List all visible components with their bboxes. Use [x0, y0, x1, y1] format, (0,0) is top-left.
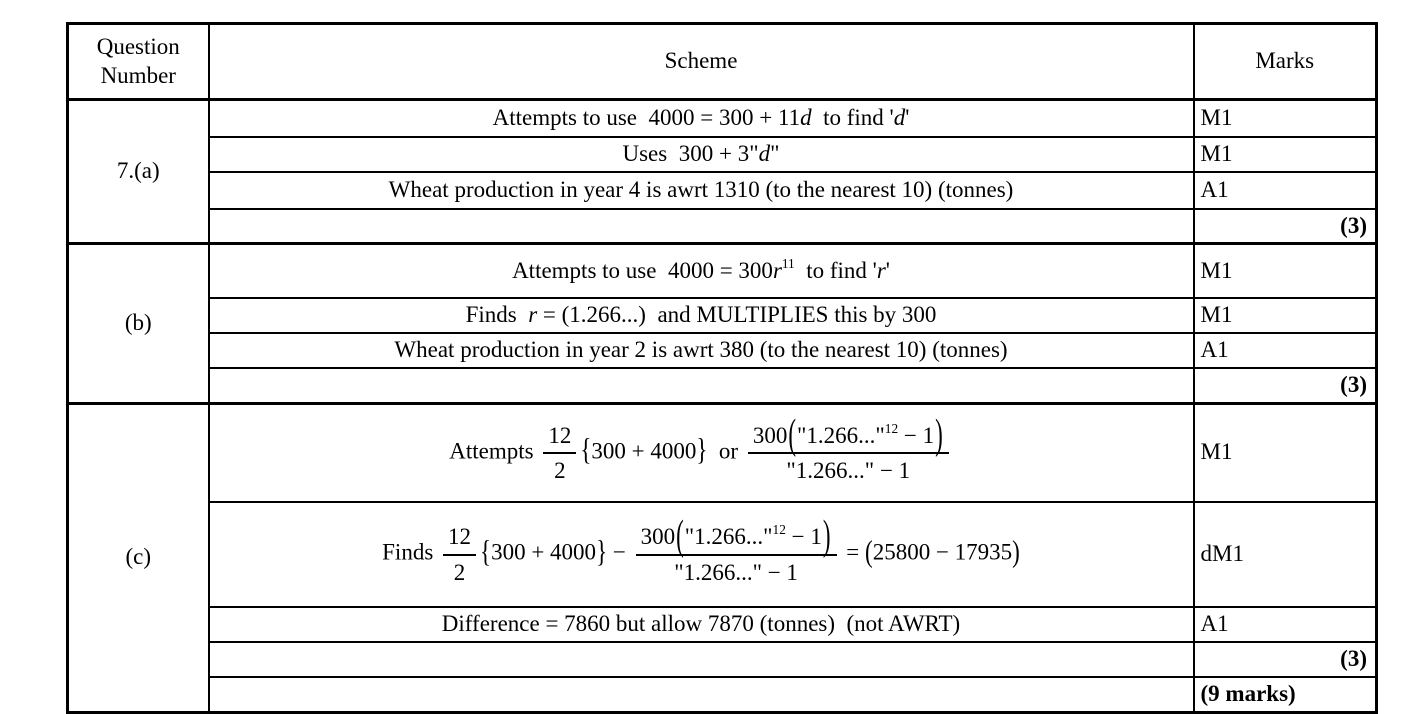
scheme-cell-7a-1: Attempts to use 4000 = 300 + 11d to find… [207, 98, 1195, 138]
scheme-cell-7a-3: Wheat production in year 4 is awrt 1310 … [207, 170, 1195, 210]
row-7c-total: (3) [68, 641, 1378, 678]
section-total-7a: (3) [1192, 207, 1378, 245]
mark-scheme-table: Question Number Scheme Marks 7.(a) Attem… [66, 22, 1378, 714]
header-scheme: Scheme [207, 22, 1195, 101]
question-label-7c: (c) [66, 401, 210, 714]
scheme-cell-7a-total [207, 207, 1195, 245]
mark-cell-7a-3: A1 [1192, 170, 1378, 210]
row-7c-1: (c) Attempts 12 2 {300 + 4000} or 300("1.2… [66, 401, 1378, 714]
mark-cell-7b-1: M1 [1192, 242, 1378, 299]
scheme-cell-7b-1: Attempts to use 4000 = 300r11 to find 'r… [207, 242, 1195, 299]
row-7c-3: Difference = 7860 but allow 7870 (tonnes… [68, 606, 1378, 643]
mark-cell-7b-2: M1 [1192, 296, 1378, 334]
row-7b-3: Wheat production in year 2 is awrt 380 (… [68, 331, 1378, 369]
scheme-cell-7b-3: Wheat production in year 2 is awrt 380 (… [207, 331, 1195, 369]
row-7c-2: Finds 12 2 {300 + 4000} − 300("1.266..."12… [68, 501, 1378, 608]
header-row: Question Number Scheme Marks [66, 22, 1378, 101]
scheme-cell-grand-total [207, 675, 1195, 714]
row-7a-1: 7.(a) Attempts to use 4000 = 300 + 11d t… [66, 97, 1378, 245]
fraction: 12 2 [443, 519, 477, 589]
fraction: 300("1.266..."12 − 1) "1.266..." − 1 [635, 512, 837, 589]
row-7b-total: (3) [68, 366, 1378, 405]
scheme-cell-7a-2: Uses 300 + 3"d" [207, 135, 1195, 173]
row-7b-2: Finds r = (1.266...) and MULTIPLIES this… [68, 296, 1378, 334]
header-marks: Marks [1192, 22, 1378, 101]
row-7b-1: (b) Attempts to use 4000 = 300r11 to fin… [66, 242, 1378, 405]
row-7a-3: Wheat production in year 4 is awrt 1310 … [68, 170, 1378, 210]
mark-cell-7a-1: M1 [1192, 98, 1378, 138]
question-label-7b: (b) [66, 242, 210, 405]
row-7a-2: Uses 300 + 3"d" M1 [68, 135, 1378, 173]
scheme-cell-7b-total [207, 366, 1195, 405]
scheme-cell-7c-3: Difference = 7860 but allow 7870 (tonnes… [207, 606, 1195, 643]
section-total-7b: (3) [1192, 366, 1378, 405]
row-grand-total: (9 marks) [68, 675, 1378, 714]
scheme-cell-7c-2: Finds 12 2 {300 + 4000} − 300("1.266..."12… [207, 501, 1195, 608]
question-label-7a: 7.(a) [66, 97, 210, 245]
mark-cell-7c-3: A1 [1192, 606, 1378, 643]
fraction: 12 2 [543, 418, 577, 488]
scheme-cell-7c-1: Attempts 12 2 {300 + 4000} or 300("1.266..… [207, 401, 1195, 503]
fraction: 300("1.266..."12 − 1) "1.266..." − 1 [747, 411, 949, 488]
grand-total-marks: (9 marks) [1192, 675, 1378, 714]
mark-cell-7b-3: A1 [1192, 331, 1378, 369]
header-question-number: Question Number [66, 22, 210, 101]
mark-cell-7c-1: M1 [1192, 401, 1378, 503]
section-total-7c: (3) [1192, 641, 1378, 678]
mark-cell-7a-2: M1 [1192, 135, 1378, 173]
scheme-cell-7b-2: Finds r = (1.266...) and MULTIPLIES this… [207, 296, 1195, 334]
row-7a-total: (3) [68, 207, 1378, 245]
scheme-cell-7c-total [207, 641, 1195, 678]
mark-cell-7c-2: dM1 [1192, 501, 1378, 608]
